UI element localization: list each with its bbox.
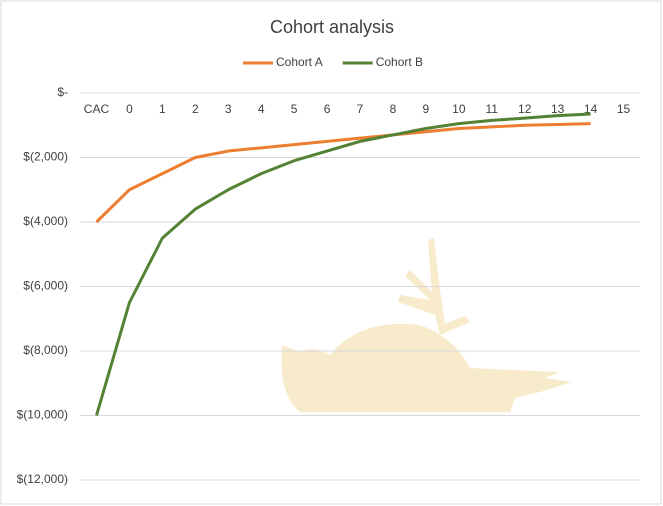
x-tick-label: 12 — [518, 102, 532, 116]
x-tick-label: 3 — [225, 102, 232, 116]
x-tick-label: 2 — [192, 102, 199, 116]
series-line — [95, 112, 591, 416]
x-tick-label: 5 — [291, 102, 298, 116]
x-tick-label: 9 — [423, 102, 430, 116]
x-tick-label: 15 — [617, 102, 631, 116]
chart-title: Cohort analysis — [270, 17, 394, 37]
legend-label: Cohort B — [376, 55, 423, 69]
x-tick-label: CAC — [84, 102, 110, 116]
x-tick-label: 13 — [551, 102, 565, 116]
x-tick-label: 4 — [258, 102, 265, 116]
y-tick-label: $(10,000) — [17, 408, 68, 422]
y-tick-label: $(12,000) — [17, 472, 68, 486]
x-tick-label: 0 — [126, 102, 133, 116]
legend-label: Cohort A — [276, 55, 323, 69]
x-tick-label: 11 — [486, 102, 499, 116]
y-tick-label: $(8,000) — [23, 343, 68, 357]
y-tick-label: $(4,000) — [23, 214, 68, 228]
x-tick-label: 6 — [324, 102, 331, 116]
x-tick-label: 1 — [159, 102, 166, 116]
series-line — [95, 122, 591, 224]
y-tick-label: $(6,000) — [23, 279, 68, 293]
y-tick-label: $(2,000) — [23, 150, 68, 164]
x-tick-label: 8 — [390, 102, 397, 116]
x-tick-label: 10 — [452, 102, 466, 116]
y-tick-label: $- — [57, 85, 68, 99]
x-tick-label: 7 — [357, 102, 364, 116]
